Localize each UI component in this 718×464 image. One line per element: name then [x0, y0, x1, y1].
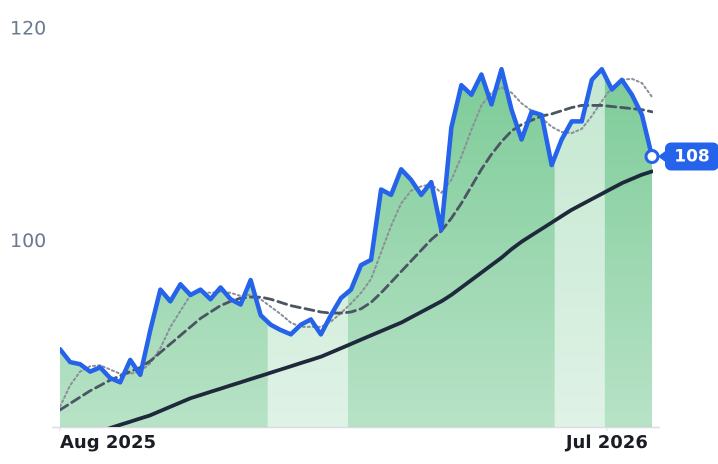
- series-line: [107, 169, 653, 427]
- y-tick-label: 100: [10, 230, 46, 252]
- last-value-marker: [644, 149, 660, 165]
- series-line: [60, 66, 653, 385]
- badge-pointer: [658, 150, 666, 163]
- series-line: [60, 104, 653, 412]
- plot-area: [60, 66, 653, 427]
- price-area: [60, 69, 652, 427]
- series-line: [60, 77, 653, 408]
- shaded-range: [554, 69, 605, 427]
- shaded-range: [267, 69, 348, 427]
- x-tick-label: Aug 2025: [60, 432, 156, 453]
- last-value-badge: [665, 142, 718, 171]
- y-tick-label: 120: [10, 17, 46, 39]
- last-value-label: 108: [674, 147, 710, 167]
- x-tick-label: Jul 2026: [564, 432, 648, 453]
